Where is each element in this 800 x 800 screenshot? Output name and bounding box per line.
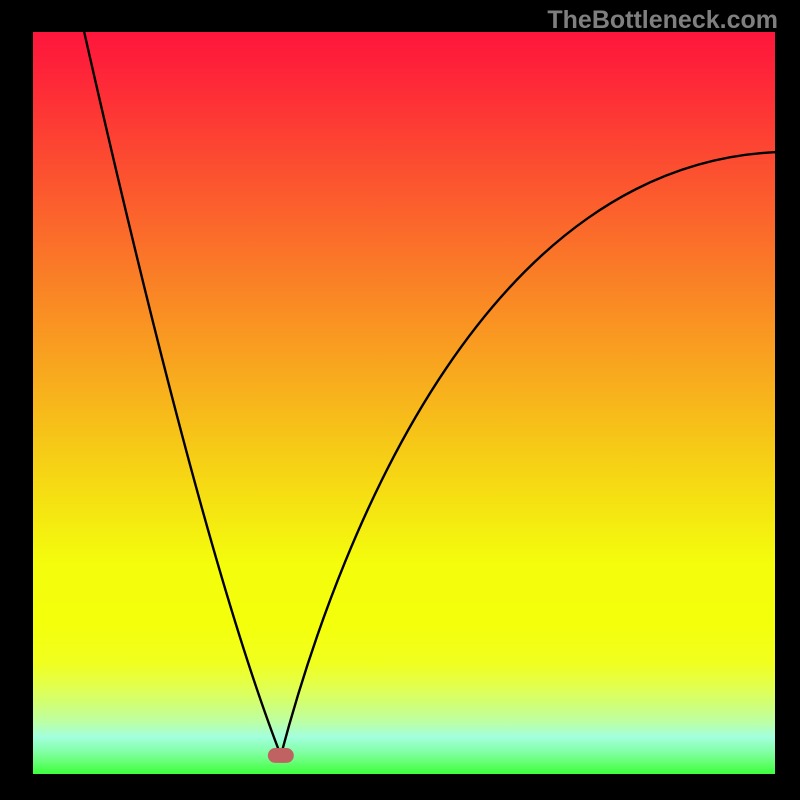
chart-stage: TheBottleneck.com: [0, 0, 800, 800]
minimum-marker: [268, 748, 294, 763]
plot-background: [33, 32, 775, 774]
watermark-text: TheBottleneck.com: [547, 6, 778, 35]
plot-svg: [33, 32, 775, 774]
